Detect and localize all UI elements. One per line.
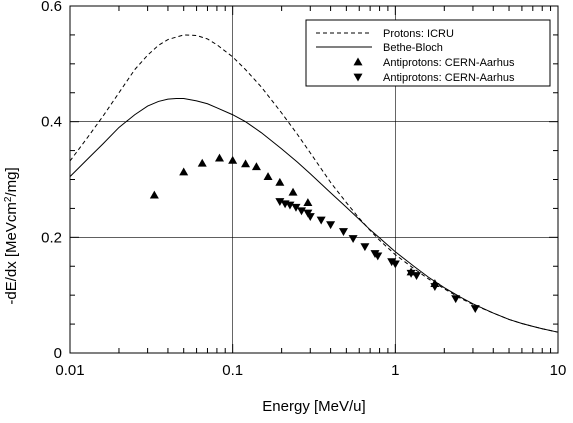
legend-box [305, 19, 551, 87]
antiproton-down-point [275, 198, 285, 206]
y-axis-title: -dE/dx [MeVcm2/mg] [3, 167, 21, 304]
antiproton-down-point [297, 207, 307, 216]
y-axis-title-main: -dE/dx [MeVcm [3, 202, 20, 305]
antiproton-down-point [470, 305, 480, 313]
antiproton-down-point [406, 269, 416, 278]
protons-icru-curve [69, 34, 559, 333]
y-axis-title-unit: /mg] [3, 167, 20, 196]
legend-swatch-2 [353, 57, 363, 66]
bethe-bloch-curve [69, 98, 559, 333]
legend-swatch-3 [353, 73, 363, 82]
antiproton-down-point [348, 235, 358, 243]
antiproton-down-point [373, 252, 383, 261]
antiproton-down-point [412, 272, 422, 281]
antiproton-up-point [303, 198, 313, 207]
y-axis-title-superscript: 2 [3, 196, 14, 202]
x-tick-label: 0.1 [222, 362, 243, 379]
antiproton-up-point [241, 159, 251, 168]
y-tick-label: 0 [54, 345, 62, 362]
antiproton-up-point [228, 155, 238, 164]
data-series [69, 34, 559, 333]
antiproton-up-point [275, 177, 285, 186]
antiproton-up-point [179, 167, 189, 176]
antiproton-down-point [291, 203, 301, 212]
antiproton-down-point [305, 213, 315, 222]
legend-label-1: Bethe-Bloch [383, 42, 443, 54]
antiproton-down-point [430, 283, 440, 291]
antiproton-down-point [285, 201, 295, 210]
series-3 [275, 198, 480, 313]
antiproton-down-point [451, 295, 461, 304]
x-axis-title: Energy [MeV/u] [262, 398, 365, 415]
legend-label-2: Antiprotons: CERN-Aarhus [383, 57, 515, 69]
antiproton-down-point [338, 228, 348, 237]
antiproton-up-point [197, 158, 207, 167]
legend: Protons: ICRU Bethe-Bloch Antiprotons: CER… [305, 19, 551, 87]
y-tick-label: 0.2 [41, 229, 62, 246]
series-1 [69, 98, 559, 333]
x-tick-label: 1 [391, 362, 399, 379]
antiproton-up-point [251, 162, 261, 171]
antiproton-down-point [326, 221, 336, 230]
antiproton-up-point [215, 153, 225, 162]
antiproton-up-point [263, 172, 273, 180]
y-tick-label: 0.4 [41, 114, 62, 131]
series-0 [69, 34, 559, 333]
antiproton-down-point [360, 243, 370, 252]
legend-label-0: Protons: ICRU [383, 28, 454, 40]
antiproton-up-point [149, 190, 159, 199]
antiproton-down-point [316, 216, 326, 225]
antiproton-up-point [288, 187, 298, 196]
x-tick-label: 0.01 [55, 362, 84, 379]
antiproton-down-point [387, 258, 397, 267]
antiproton-down-point [390, 260, 400, 269]
y-tick-label: 0.6 [41, 0, 62, 15]
legend-label-3: Antiprotons: CERN-Aarhus [383, 72, 515, 84]
x-tick-label: 10 [550, 362, 567, 379]
axis-ticks: 0.01 0.1 1 10 0 0.2 0.4 0.6 [41, 0, 566, 379]
